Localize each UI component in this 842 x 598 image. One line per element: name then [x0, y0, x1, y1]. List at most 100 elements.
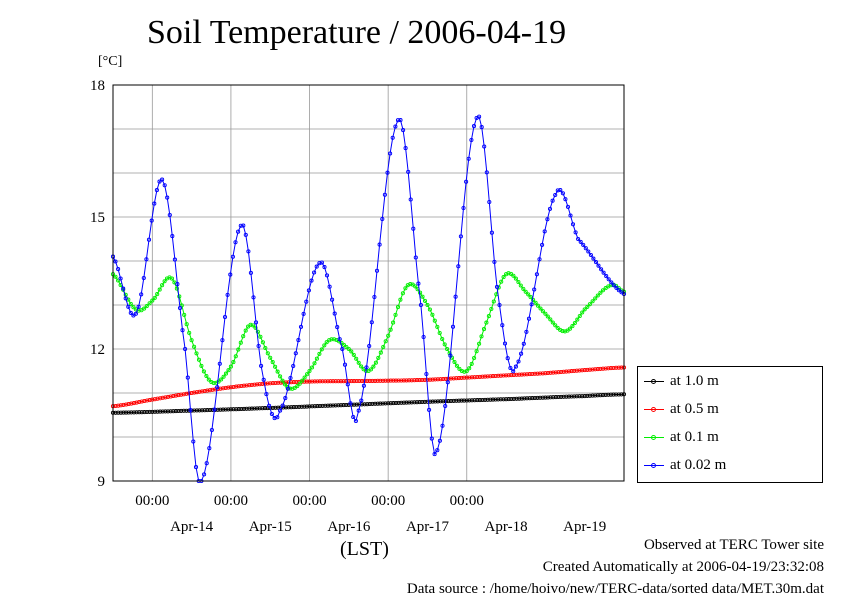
data-point [545, 217, 550, 222]
data-point [519, 372, 524, 377]
data-point [472, 398, 477, 403]
data-point [420, 399, 425, 405]
data-point [619, 392, 624, 397]
data-point [553, 323, 558, 328]
data-point [475, 398, 480, 403]
data-point [276, 405, 281, 410]
x-tick-time-label: 00:00 [450, 493, 484, 509]
data-point [391, 378, 396, 383]
data-point [223, 407, 228, 412]
data-point [404, 378, 409, 383]
data-point [341, 342, 346, 347]
data-point [583, 246, 588, 251]
data-point [348, 401, 353, 406]
data-point [330, 297, 335, 302]
data-point [306, 288, 311, 293]
data-point [337, 337, 342, 342]
data-point [231, 384, 236, 390]
data-point [398, 118, 403, 123]
data-point [564, 394, 569, 399]
data-point [338, 379, 344, 384]
data-point [561, 394, 566, 399]
data-point [113, 259, 118, 264]
data-point [244, 406, 249, 411]
data-point [309, 365, 315, 370]
data-point [373, 401, 378, 406]
data-point [614, 285, 619, 290]
data-point [472, 355, 477, 361]
data-point [312, 361, 317, 366]
data-point [559, 394, 564, 399]
data-point [221, 374, 226, 379]
data-point [532, 371, 537, 376]
data-point [445, 380, 450, 385]
data-point [192, 408, 197, 413]
data-point [241, 383, 247, 388]
data-point [562, 329, 568, 334]
x-tick-time-label: 00:00 [135, 493, 169, 509]
data-point [317, 379, 323, 384]
data-point [267, 403, 272, 408]
data-point [123, 296, 128, 301]
data-point [136, 304, 141, 309]
legend-item-0-5m: at 0.5 m [644, 401, 719, 421]
data-point [268, 381, 273, 386]
legend-item-1m: at 1.0 m [644, 373, 719, 393]
data-point [582, 394, 587, 399]
data-point [362, 402, 367, 407]
data-point [427, 407, 432, 412]
data-point [150, 397, 155, 402]
data-point [471, 124, 477, 129]
data-point [344, 344, 349, 350]
data-point [207, 446, 212, 451]
data-point [582, 368, 587, 373]
data-point [603, 366, 608, 371]
data-point [407, 378, 412, 383]
x-tick-time-label: 00:00 [371, 493, 405, 509]
legend-label-1m: at 1.0 m [670, 373, 719, 389]
data-point [192, 344, 197, 349]
data-point [262, 406, 268, 411]
data-point [191, 439, 196, 444]
data-point [559, 369, 564, 375]
data-point [324, 273, 330, 278]
data-point [535, 395, 540, 400]
data-point [332, 311, 337, 316]
data-point [113, 274, 118, 279]
data-point [116, 410, 121, 415]
data-point [483, 397, 488, 402]
data-point [201, 369, 206, 374]
data-point [172, 257, 177, 262]
data-point [521, 341, 526, 346]
data-point [128, 310, 133, 315]
data-point [144, 257, 149, 262]
data-point [590, 367, 595, 372]
data-point [480, 374, 485, 379]
data-point [454, 398, 459, 403]
data-point [314, 264, 319, 269]
data-point [572, 368, 577, 373]
data-point [149, 218, 154, 223]
data-point [250, 323, 256, 328]
data-point [257, 406, 262, 411]
data-point [302, 379, 307, 384]
data-point [129, 410, 134, 415]
data-point [425, 377, 430, 382]
data-point [210, 387, 215, 392]
data-point [302, 375, 307, 380]
data-point [399, 378, 404, 383]
data-point [496, 373, 501, 378]
data-point [295, 384, 300, 389]
data-point [451, 398, 456, 403]
data-point [599, 267, 604, 272]
data-point [226, 385, 231, 390]
data-point [522, 372, 527, 377]
data-point [351, 414, 356, 420]
data-point [477, 374, 482, 379]
legend-label-0-5m: at 0.5 m [670, 401, 719, 417]
data-point [226, 407, 231, 412]
data-point [565, 328, 570, 333]
data-point [420, 377, 425, 383]
data-point [516, 359, 521, 364]
data-point [513, 276, 518, 281]
